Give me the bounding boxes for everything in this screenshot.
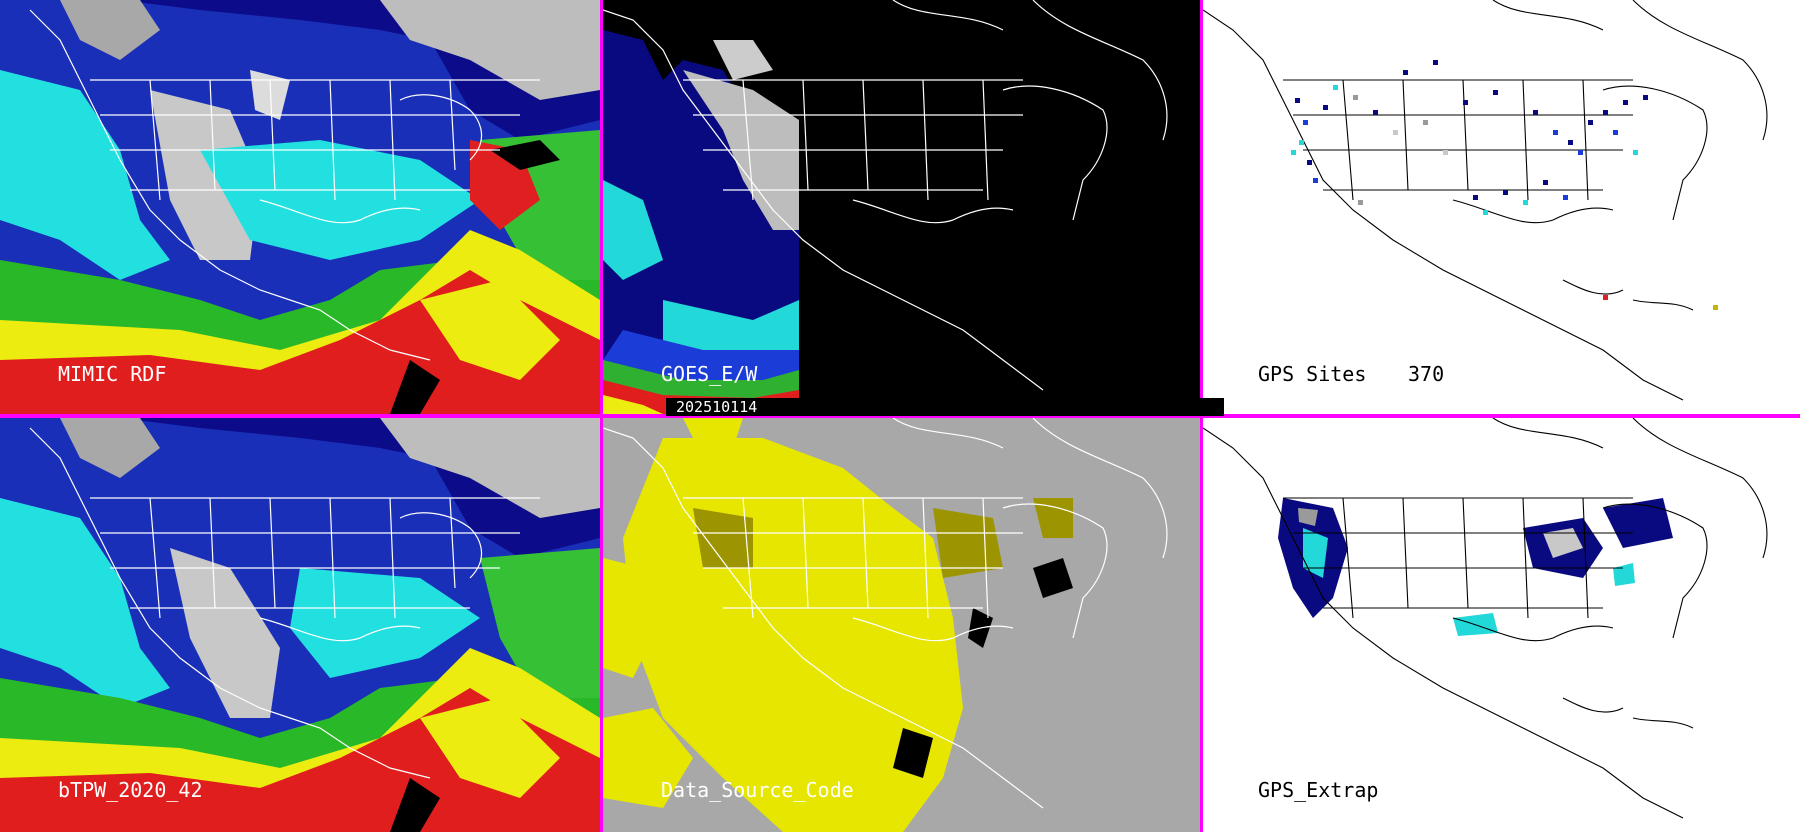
gps-sites-panel: GPS Sites 370 (1203, 0, 1800, 414)
timestamp-text: 202510114 (676, 398, 758, 416)
goes-panel: GOES_E/W (603, 0, 1200, 414)
data-source-panel: Data_Source_Code (603, 418, 1200, 832)
mimic-map (0, 0, 600, 414)
gps-site-markers (1291, 60, 1718, 310)
btpw-label: bTPW_2020_42 (58, 778, 203, 802)
gps-extrap-label: GPS_Extrap (1258, 778, 1379, 802)
divider-vertical-right (1200, 0, 1203, 832)
mimic-label: MIMIC RDF (58, 362, 167, 386)
gps-sites-label: GPS Sites (1258, 362, 1367, 386)
gps-extrap-map (1203, 418, 1800, 832)
gps-extrap-panel: GPS_Extrap (1203, 418, 1800, 832)
btpw-map (0, 418, 600, 832)
btpw-panel: bTPW_2020_42 (0, 418, 600, 832)
divider-horizontal (0, 414, 1800, 418)
divider-vertical-left (600, 0, 603, 832)
data-source-label: Data_Source_Code (661, 778, 854, 802)
gps-sites-map (1203, 0, 1800, 414)
goes-label: GOES_E/W (661, 362, 758, 386)
goes-map (603, 0, 1200, 414)
data-source-map (603, 418, 1200, 832)
timestamp-bar: 202510114 (666, 398, 1224, 416)
gps-sites-count: 370 (1408, 362, 1445, 386)
mimic-panel: MIMIC RDF (0, 0, 600, 414)
